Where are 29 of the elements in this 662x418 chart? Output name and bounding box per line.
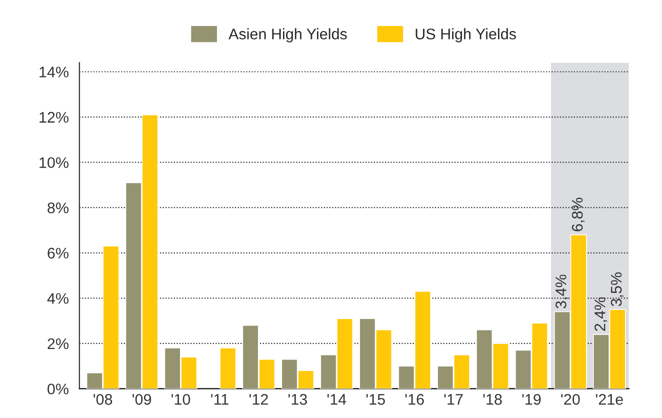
y-tick-label: 8%	[48, 202, 68, 214]
legend-label: Asien High Yields	[228, 28, 347, 42]
x-tick-label: '20	[561, 394, 580, 405]
x-tick-label: '16	[405, 394, 424, 405]
x-tick-label: '17	[444, 394, 463, 405]
y-tick-label: 4%	[47, 293, 68, 304]
x-tick-label: '19	[522, 394, 541, 405]
x-tick-label: '21e	[596, 394, 623, 405]
x-tick-label: '09	[132, 394, 152, 405]
bar	[220, 348, 236, 389]
legend-label: US High Yields	[416, 28, 516, 42]
y-tick-label: 14%	[40, 66, 68, 78]
y-tick-label: 0%	[48, 384, 68, 394]
x-tick-label: '12	[250, 394, 268, 405]
data-label: 6,8%	[572, 198, 585, 232]
y-tick-label: 10%	[40, 157, 68, 168]
y-tick-label: 12%	[40, 112, 68, 123]
data-label: 2,4%	[594, 297, 608, 331]
data-label: 3,4%	[556, 274, 568, 308]
x-tick-label: '18	[483, 394, 502, 405]
x-tick-label: '11	[211, 394, 228, 405]
x-tick-label: '14	[327, 394, 346, 405]
x-tick-label: '08	[94, 394, 112, 405]
x-tick-label: '13	[288, 394, 307, 405]
x-tick-label: '10	[172, 394, 190, 405]
x-tick-label: '15	[366, 394, 385, 405]
y-tick-label: 2%	[48, 338, 68, 350]
y-tick-label: 6%	[48, 248, 68, 259]
data-label: 3,5%	[610, 272, 624, 306]
